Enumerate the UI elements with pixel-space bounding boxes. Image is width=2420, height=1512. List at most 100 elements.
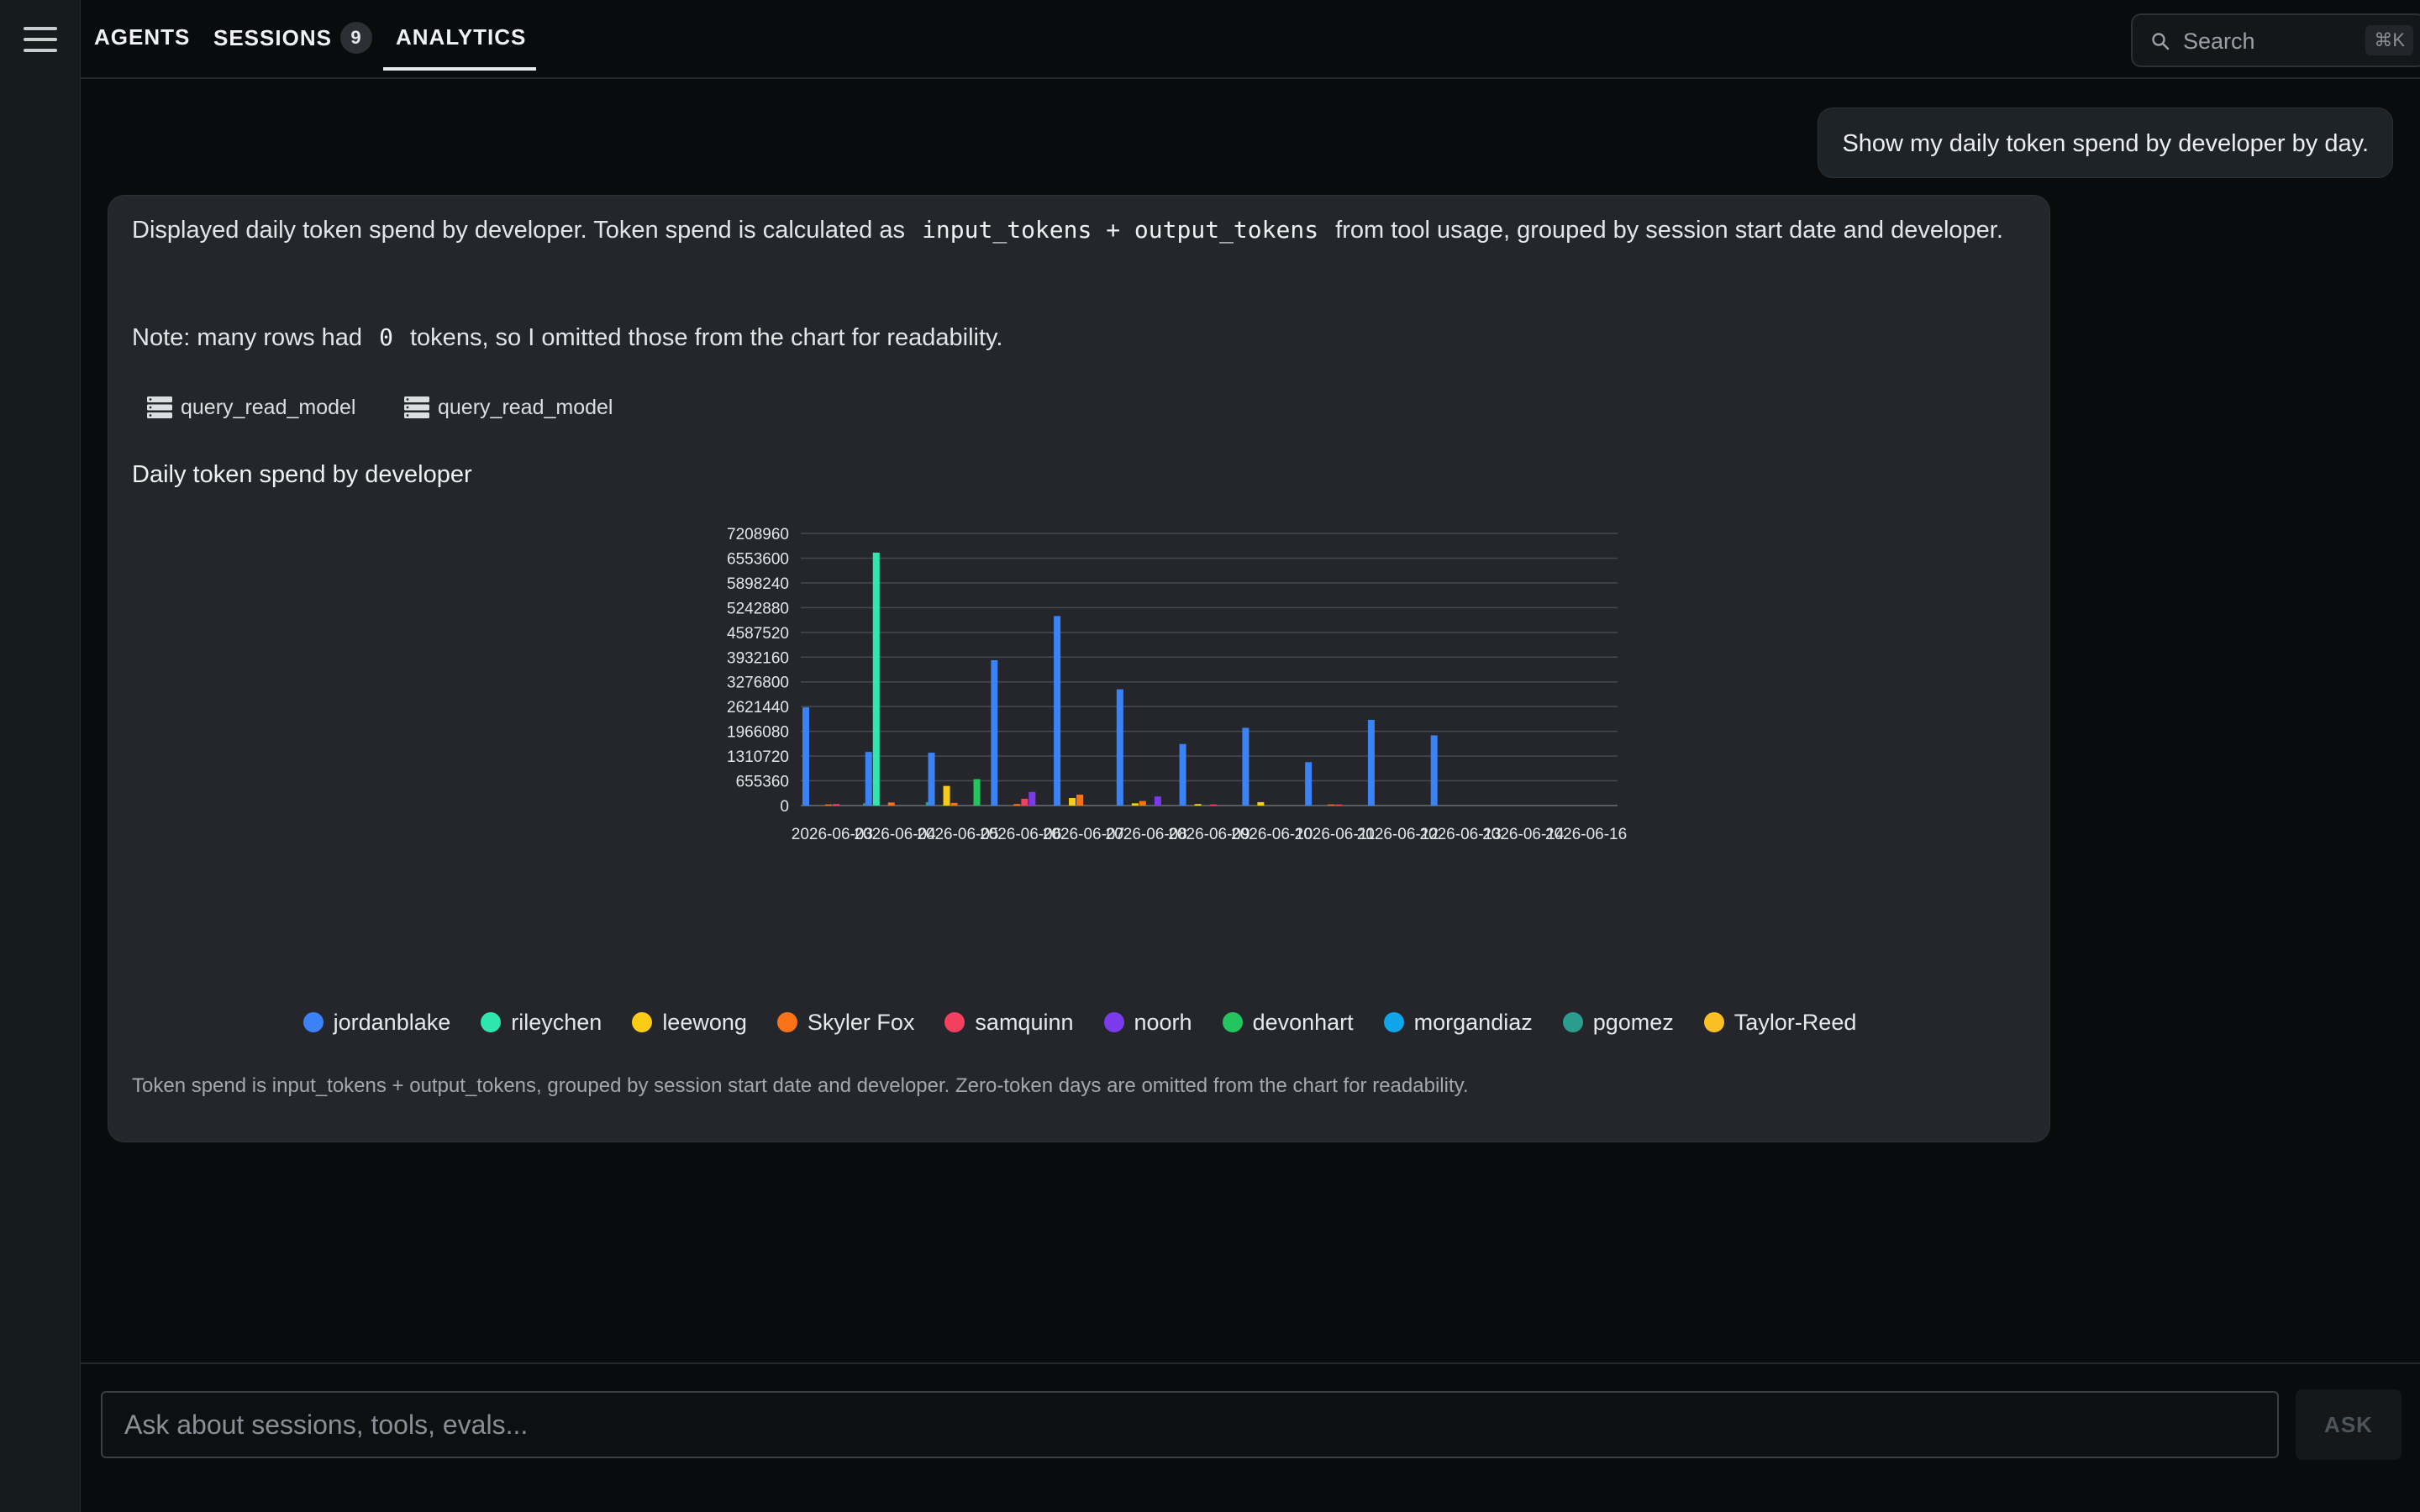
- note-text-tail: tokens, so I omitted those from the char…: [410, 324, 1003, 351]
- bar-skyler-fox: [1076, 794, 1084, 806]
- tool-call-label: query_read_model: [438, 396, 613, 419]
- legend-item[interactable]: leewong: [632, 1007, 747, 1037]
- bar-jordanblake: [865, 752, 872, 806]
- top-nav: AGENTS SESSIONS 9 ANALYTICS Search ⌘K: [81, 0, 2420, 79]
- search-box[interactable]: Search ⌘K: [2131, 13, 2420, 67]
- menu-icon[interactable]: [24, 27, 57, 52]
- legend-item[interactable]: noorh: [1103, 1007, 1192, 1037]
- chart-gridlines: [801, 533, 1618, 806]
- note-text: Note: many rows had: [132, 324, 363, 351]
- y-tick-label: 655360: [736, 774, 789, 791]
- bar-leewong: [1194, 804, 1202, 806]
- legend-label: devonhart: [1252, 1010, 1354, 1035]
- bar-samquinn: [1021, 798, 1028, 806]
- legend-label: rileychen: [511, 1010, 602, 1035]
- legend-swatch: [944, 1012, 965, 1032]
- chart-footnote: Token spend is input_tokens + output_tok…: [132, 1074, 1469, 1097]
- bar-noorh: [1028, 791, 1036, 806]
- legend-swatch: [776, 1012, 797, 1032]
- bar-rileychen: [872, 552, 880, 806]
- token-spend-bar-chart: 0 655360 1310720 1966080 2621440 3276800 39321…: [727, 526, 1627, 843]
- ask-input[interactable]: [101, 1391, 2279, 1458]
- tool-call-chip[interactable]: query_read_model: [404, 391, 613, 424]
- bar-jordanblake: [1179, 743, 1186, 806]
- response-intro: Displayed daily token spend by developer…: [132, 211, 2023, 249]
- legend-item[interactable]: devonhart: [1222, 1007, 1354, 1037]
- y-tick-label: 3276800: [727, 675, 789, 692]
- bar-skyler-fox: [950, 802, 958, 806]
- tab-label: SESSIONS: [213, 25, 332, 50]
- chart-bars: [802, 552, 1438, 806]
- bar-leewong: [1069, 798, 1076, 806]
- side-rail: [0, 0, 81, 1512]
- legend-item[interactable]: Taylor-Reed: [1703, 1007, 1857, 1037]
- composer-bar: ASK: [81, 1362, 2420, 1512]
- y-tick-label: 3932160: [727, 649, 789, 667]
- y-tick-label: 1966080: [727, 724, 789, 742]
- ask-button[interactable]: ASK: [2296, 1389, 2402, 1460]
- search-placeholder: Search: [2183, 29, 2255, 54]
- tool-call-chip[interactable]: query_read_model: [147, 391, 355, 424]
- y-tick-label: 7208960: [727, 526, 789, 543]
- x-tick-label: 2026-06-14: [1482, 826, 1565, 843]
- user-message: Show my daily token spend by developer b…: [1818, 108, 2393, 178]
- x-axis-ticks: 2026-06-032026-06-042026-06-052026-06-06…: [792, 826, 1627, 843]
- search-icon: [2152, 33, 2170, 50]
- legend-swatch: [1562, 1012, 1583, 1032]
- legend-swatch: [632, 1012, 653, 1032]
- legend-swatch: [1703, 1012, 1724, 1032]
- bar-samquinn: [833, 804, 839, 806]
- chart-legend: jordanblake rileychen leewong Skyler Fox sam…: [108, 1007, 2051, 1037]
- legend-swatch: [1103, 1012, 1124, 1032]
- x-tick-label: 2026-06-16: [1545, 826, 1627, 843]
- y-tick-label: 4587520: [727, 625, 789, 643]
- x-tick-label: 2026-06-13: [1419, 826, 1501, 843]
- tab-agents[interactable]: AGENTS: [94, 22, 190, 55]
- legend-label: samquinn: [975, 1010, 1074, 1035]
- database-icon: [147, 396, 172, 418]
- legend-item[interactable]: Skyler Fox: [776, 1007, 914, 1037]
- legend-item[interactable]: morgandiaz: [1383, 1007, 1533, 1037]
- intro-text-tail: from tool usage, grouped by session star…: [1335, 217, 2003, 244]
- legend-label: Taylor-Reed: [1733, 1010, 1857, 1035]
- legend-item[interactable]: jordanblake: [302, 1007, 450, 1037]
- x-tick-label: 2026-06-05: [917, 826, 998, 843]
- legend-label: morgandiaz: [1413, 1010, 1533, 1035]
- bar-jordanblake: [1367, 719, 1375, 806]
- bar-skyler-fox: [887, 802, 895, 806]
- x-tick-label: 2026-06-06: [980, 826, 1061, 843]
- sessions-count-badge: 9: [339, 22, 372, 54]
- zero-code: 0: [379, 323, 393, 351]
- tool-call-label: query_read_model: [181, 396, 356, 419]
- x-tick-label: 2026-06-04: [855, 826, 937, 843]
- legend-item[interactable]: rileychen: [481, 1007, 602, 1037]
- x-tick-label: 2026-06-07: [1043, 826, 1124, 843]
- bar-jordanblake: [802, 707, 809, 806]
- bar-leewong: [1257, 801, 1265, 806]
- bar-jordanblake: [1054, 616, 1061, 806]
- legend-label: noorh: [1134, 1010, 1192, 1035]
- legend-item[interactable]: pgomez: [1562, 1007, 1674, 1037]
- assistant-response-card: Displayed daily token spend by developer…: [108, 195, 2050, 1142]
- legend-label: leewong: [662, 1010, 747, 1035]
- token-formula-code: input_tokens + output_tokens: [922, 216, 1319, 244]
- bar-samquinn: [1209, 804, 1217, 806]
- legend-swatch: [1383, 1012, 1404, 1032]
- chart-title: Daily token spend by developer: [132, 461, 472, 488]
- tab-analytics[interactable]: ANALYTICS: [396, 22, 526, 55]
- bar-jordanblake: [1430, 735, 1438, 806]
- legend-swatch: [481, 1012, 502, 1032]
- tab-label: AGENTS: [94, 24, 191, 50]
- legend-label: pgomez: [1592, 1010, 1674, 1035]
- bar-skyler-fox: [1328, 804, 1335, 806]
- tab-sessions[interactable]: SESSIONS 9: [213, 22, 372, 55]
- y-tick-label: 6553600: [727, 550, 789, 568]
- legend-item[interactable]: samquinn: [944, 1007, 1074, 1037]
- x-tick-label: 2026-06-03: [792, 826, 873, 843]
- bar-jordanblake: [1305, 762, 1313, 806]
- legend-swatch: [302, 1012, 324, 1032]
- database-icon: [404, 396, 429, 418]
- bar-skyler-fox: [1139, 801, 1146, 806]
- search-shortcut: ⌘K: [2365, 25, 2413, 55]
- x-tick-label: 2026-06-09: [1168, 826, 1249, 843]
